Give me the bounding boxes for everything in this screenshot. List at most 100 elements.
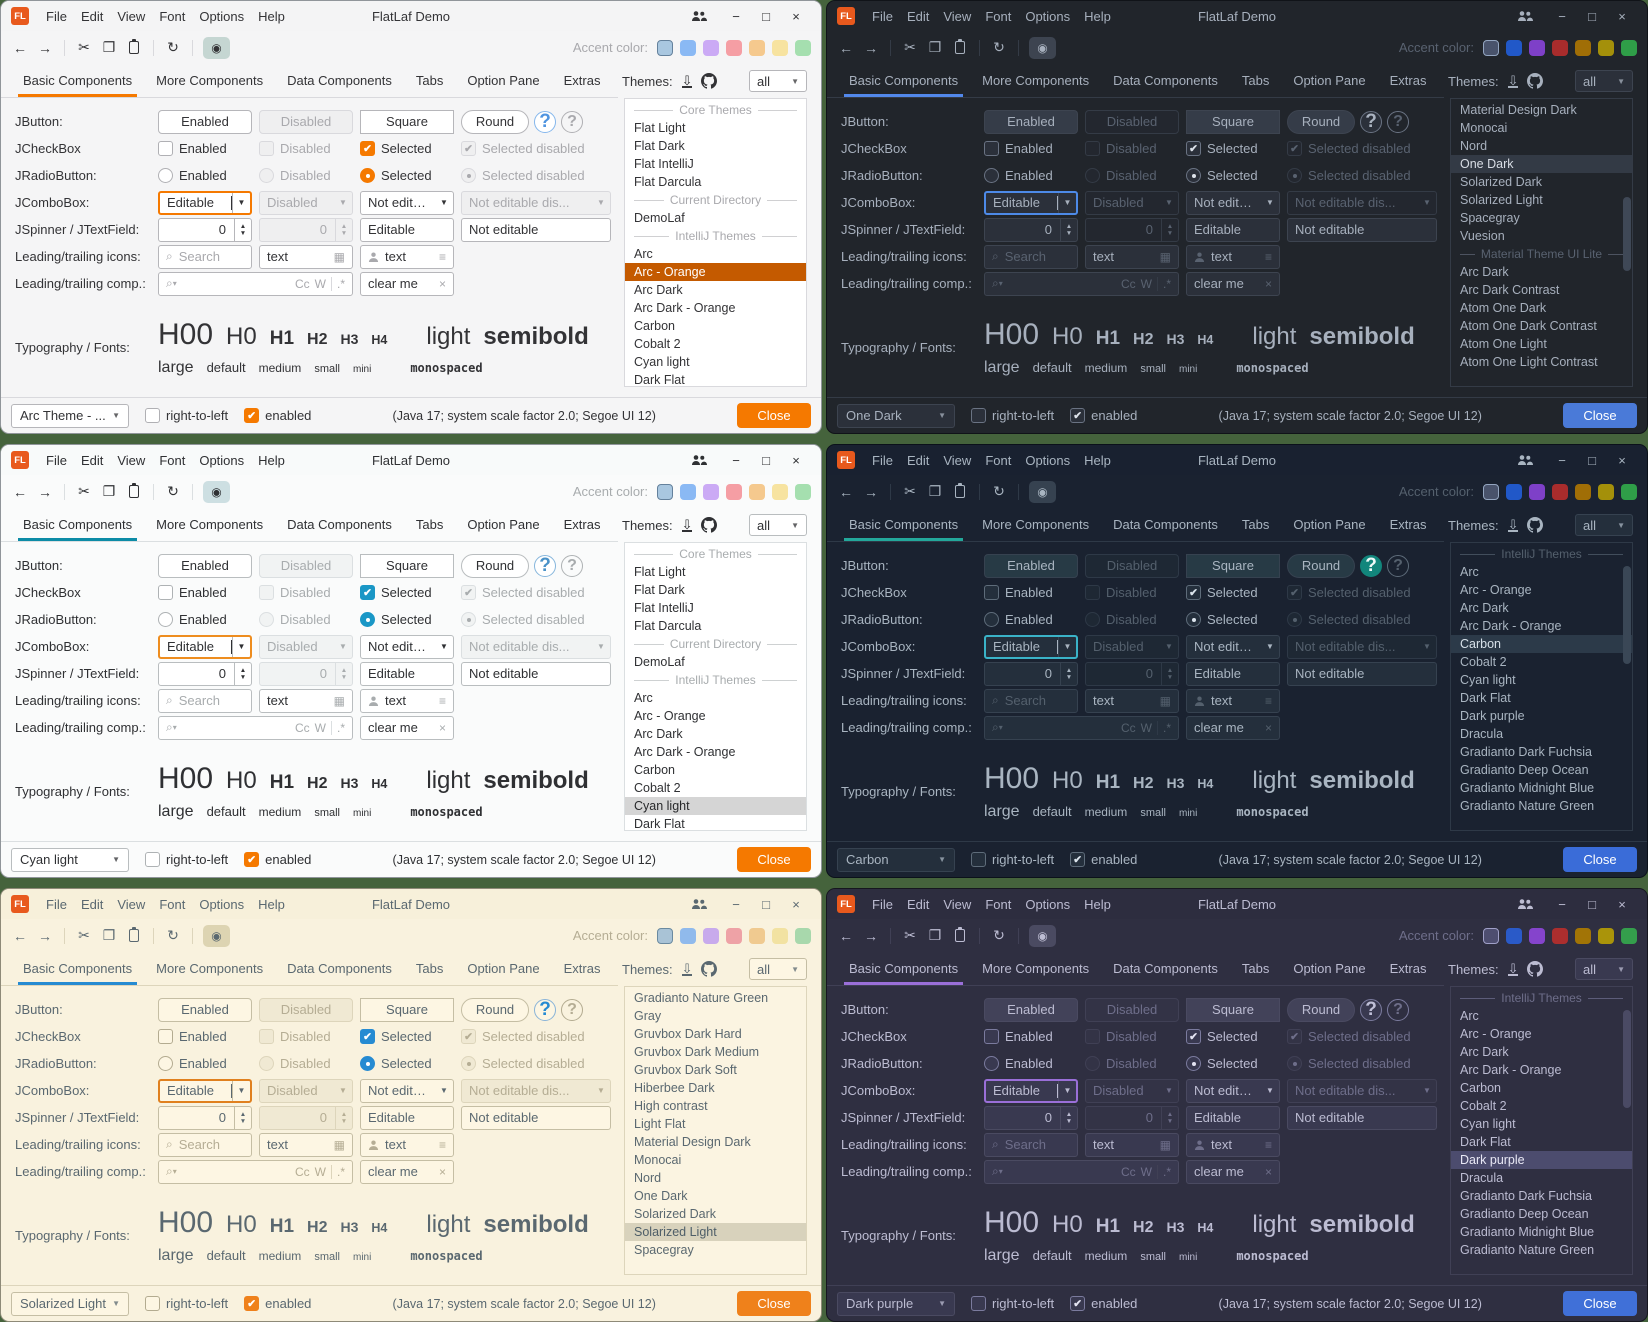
menu-item-view[interactable]: View: [117, 452, 146, 468]
theme-list-item[interactable]: Cobalt 2: [1460, 1099, 1507, 1113]
theme-list-item[interactable]: Gradianto Nature Green: [634, 991, 769, 1005]
search-input[interactable]: ⌕ Search: [158, 1132, 252, 1157]
search-with-options-input[interactable]: ⌕ ▾ Cc W .*: [158, 271, 353, 296]
close-button[interactable]: Close: [1563, 1291, 1637, 1316]
theme-list-item[interactable]: Light Flat: [634, 1117, 686, 1131]
menu-item-file[interactable]: File: [46, 8, 67, 24]
close-window-button[interactable]: ×: [1618, 8, 1626, 24]
whole-words-toggle[interactable]: W: [314, 1164, 326, 1179]
accent-swatch-3[interactable]: [703, 927, 719, 944]
accent-swatch-5[interactable]: [749, 927, 765, 944]
theme-list-item[interactable]: Arc Dark: [634, 727, 683, 741]
theme-list-item[interactable]: Cyan light: [1460, 1117, 1516, 1131]
accent-swatch-3[interactable]: [703, 39, 719, 56]
accent-swatch-6[interactable]: [772, 927, 788, 944]
clear-me-input[interactable]: clear me ×: [360, 715, 454, 740]
close-window-button[interactable]: ×: [1618, 896, 1626, 912]
github-icon[interactable]: [1527, 961, 1544, 977]
github-icon[interactable]: [701, 517, 718, 533]
spinner-up-icon[interactable]: ▲: [1065, 222, 1073, 230]
github-icon[interactable]: [1527, 73, 1544, 89]
back-icon[interactable]: ←: [839, 483, 853, 500]
tab-extras[interactable]: Extras: [563, 73, 601, 88]
copy-icon[interactable]: ❐: [102, 39, 116, 55]
round-button[interactable]: Round: [461, 997, 529, 1022]
accent-swatch-6[interactable]: [1598, 39, 1614, 56]
accent-swatch-6[interactable]: [1598, 927, 1614, 944]
theme-list-item[interactable]: Arc Dark Contrast: [1460, 283, 1560, 297]
round-button[interactable]: Round: [1287, 109, 1355, 134]
theme-list-item[interactable]: Flat Darcula: [634, 175, 702, 189]
copy-icon[interactable]: ❐: [928, 39, 942, 55]
menu-item-options[interactable]: Options: [199, 8, 245, 24]
radio-selected[interactable]: Selected: [360, 168, 454, 183]
tab-more-components[interactable]: More Components: [156, 73, 264, 88]
accent-swatch-2[interactable]: [1506, 927, 1522, 944]
enabled-checkbox[interactable]: ✔ enabled: [1070, 1296, 1137, 1311]
round-button[interactable]: Round: [1287, 997, 1355, 1022]
editable-combobox[interactable]: Editable ▼: [158, 1078, 252, 1103]
tab-data-components[interactable]: Data Components: [1113, 961, 1218, 976]
maximize-button[interactable]: □: [1588, 8, 1596, 24]
show-hidden-toggle[interactable]: ◉: [203, 924, 230, 947]
themes-filter-combobox[interactable]: all ▼: [749, 514, 807, 536]
theme-list-item[interactable]: Nord: [1460, 139, 1488, 153]
tab-option-pane[interactable]: Option Pane: [1293, 73, 1366, 88]
accent-swatch-5[interactable]: [749, 483, 765, 500]
theme-list-item[interactable]: Spacegray: [1460, 211, 1520, 225]
forward-icon[interactable]: →: [38, 927, 52, 944]
menu-item-file[interactable]: File: [46, 896, 67, 912]
menu-item-help[interactable]: Help: [258, 8, 285, 24]
tab-more-components[interactable]: More Components: [982, 961, 1090, 976]
checkbox-selected[interactable]: ✔ Selected: [360, 585, 454, 600]
right-to-left-checkbox[interactable]: right-to-left: [145, 852, 228, 867]
menu-item-help[interactable]: Help: [1084, 896, 1111, 912]
spinner-down-icon[interactable]: ▼: [1065, 229, 1073, 237]
editable-textfield[interactable]: Editable: [360, 217, 454, 242]
theme-list-item[interactable]: Dracula: [1460, 1171, 1504, 1185]
user-input[interactable]: text ≡: [360, 244, 454, 269]
round-button[interactable]: Round: [1287, 553, 1355, 578]
chevron-down-icon[interactable]: ▼: [1266, 1086, 1274, 1095]
editable-combobox[interactable]: Editable ▼: [984, 190, 1078, 215]
radio-enabled[interactable]: Enabled: [984, 168, 1078, 183]
help-button[interactable]: ?: [534, 998, 556, 1021]
enabled-checkbox[interactable]: ✔ enabled: [244, 408, 311, 423]
menu-item-file[interactable]: File: [872, 8, 893, 24]
tab-option-pane[interactable]: Option Pane: [467, 517, 540, 532]
clear-me-input[interactable]: clear me ×: [360, 1159, 454, 1184]
github-icon[interactable]: [701, 73, 718, 89]
search-input[interactable]: ⌕ Search: [984, 1132, 1078, 1157]
square-button[interactable]: Square: [1186, 553, 1280, 578]
tab-basic-components[interactable]: Basic Components: [11, 508, 144, 541]
theme-list-item[interactable]: Cobalt 2: [1460, 655, 1507, 669]
theme-list-item[interactable]: Flat Light: [634, 565, 686, 579]
copy-icon[interactable]: ❐: [102, 483, 116, 499]
tab-more-components[interactable]: More Components: [156, 517, 264, 532]
help-button[interactable]: ?: [534, 554, 556, 577]
cut-icon[interactable]: ✂: [78, 483, 90, 499]
list-icon[interactable]: ≡: [1264, 1137, 1272, 1152]
checkbox-enabled[interactable]: Enabled: [158, 1029, 252, 1044]
tab-tabs[interactable]: Tabs: [415, 517, 444, 532]
date-input[interactable]: text ▦: [1085, 1132, 1179, 1157]
checkbox-enabled[interactable]: Enabled: [984, 585, 1078, 600]
theme-list-item-selected[interactable]: Cyan light: [625, 797, 806, 815]
square-button[interactable]: Square: [360, 553, 454, 578]
round-button[interactable]: Round: [461, 109, 529, 134]
clear-icon[interactable]: ×: [438, 720, 446, 735]
user-input[interactable]: text ≡: [1186, 688, 1280, 713]
tab-tabs[interactable]: Tabs: [415, 73, 444, 88]
menu-item-view[interactable]: View: [943, 896, 972, 912]
menu-item-options[interactable]: Options: [199, 452, 245, 468]
theme-list-item[interactable]: Flat IntelliJ: [634, 601, 694, 615]
theme-list-item[interactable]: Arc: [634, 691, 653, 705]
theme-list-item[interactable]: Vuesion: [1460, 229, 1505, 243]
clear-icon[interactable]: ×: [1264, 276, 1272, 291]
not-editable-combobox[interactable]: Not editable ▼: [360, 634, 454, 659]
tab-data-components[interactable]: Data Components: [1113, 517, 1218, 532]
right-to-left-checkbox[interactable]: right-to-left: [971, 852, 1054, 867]
theme-list-item[interactable]: Arc Dark - Orange: [1460, 619, 1562, 633]
editable-combobox[interactable]: Editable ▼: [158, 190, 252, 215]
accent-swatch-1[interactable]: [1483, 483, 1499, 500]
